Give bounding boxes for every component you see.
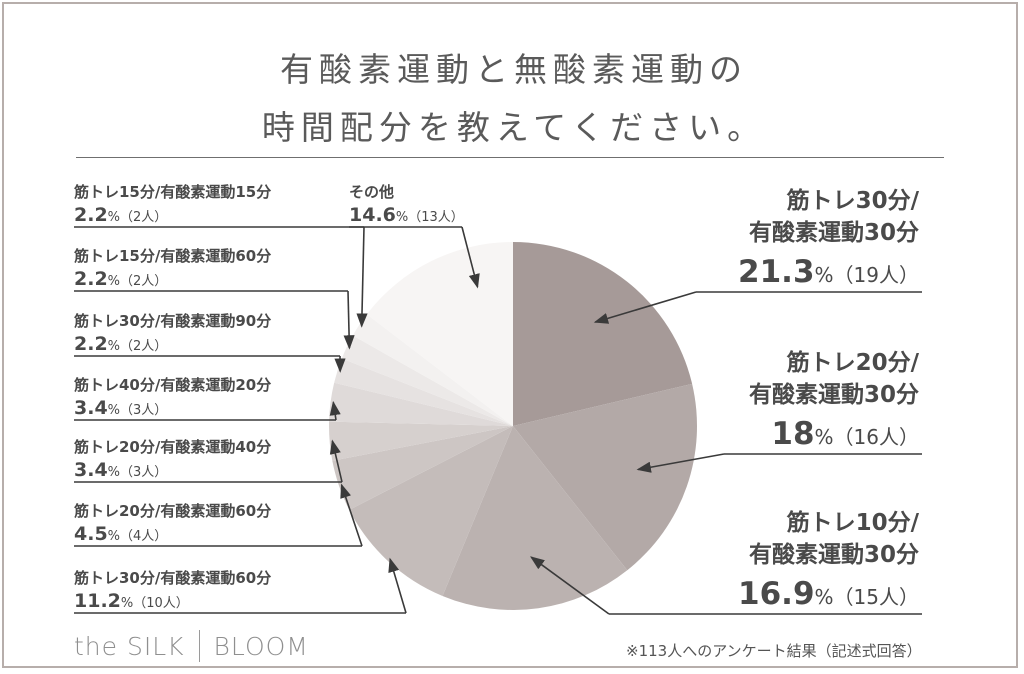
pie-slice [329, 382, 513, 426]
pie-chart: 筋トレ30分/有酸素運動30分 21.3%（19人） 筋トレ20分/有酸素運動30分… [73, 183, 922, 615]
slice-label-line2: 有酸素運動30分 [749, 381, 919, 408]
slice-value-label: 2.2%（2人） [74, 204, 167, 226]
slice-value-label: 14.6%（13人） [349, 204, 464, 226]
chart-title-line2: 時間配分を教えてください。 [261, 108, 767, 147]
pie-slice [332, 426, 513, 510]
leader-line [593, 291, 697, 324]
slice-label-line1: 筋トレ30分/ [787, 187, 920, 214]
slice-value-label: 21.3%（19人） [738, 254, 919, 290]
slice-label-line1: 筋トレ20分/ [787, 349, 920, 376]
slice-value-label: 18%（16人） [771, 416, 919, 452]
slice-value-label: 3.4%（3人） [74, 397, 167, 419]
slice-value-label: 3.4%（3人） [74, 459, 167, 481]
slice-label-line1: 筋トレ10分/ [787, 509, 920, 536]
pie-slice [341, 335, 513, 426]
slice-label: 筋トレ30分/有酸素運動90分 [73, 312, 271, 330]
slice-label: 筋トレ15分/有酸素運動60分 [73, 247, 271, 265]
leader-line [343, 290, 355, 350]
pie-slice [328, 421, 513, 461]
leader-line [329, 400, 341, 421]
pie-slice [513, 383, 698, 571]
slice-label: 筋トレ20分/有酸素運動40分 [73, 438, 271, 456]
pie-slice [334, 358, 513, 426]
slice-label: 筋トレ40分/有酸素運動20分 [73, 376, 271, 394]
slice-label: 筋トレ20分/有酸素運動60分 [73, 502, 271, 520]
leader-line [388, 557, 407, 614]
pie-slice [352, 314, 513, 426]
slice-label: 筋トレ30分/有酸素運動60分 [73, 569, 271, 587]
slice-label-line2: 有酸素運動30分 [749, 219, 919, 246]
brand-logo-part2: BLOOM [213, 632, 309, 661]
slice-value-label: 4.5%（4人） [74, 523, 167, 545]
slice-value-label: 2.2%（2人） [74, 268, 167, 290]
chart-title-line1: 有酸素運動と無酸素運動の [280, 50, 748, 89]
leader-line [530, 556, 610, 615]
pie-slice [513, 242, 693, 426]
slice-value-label: 16.9%（15人） [738, 576, 919, 612]
survey-footnote: ※113人へのアンケート結果（記述式回答） [626, 642, 922, 660]
leader-line [356, 226, 368, 328]
leader-line [340, 483, 363, 547]
slice-label: その他 [349, 183, 394, 201]
leader-line [329, 439, 343, 483]
slice-label: 筋トレ15分/有酸素運動15分 [73, 183, 271, 201]
brand-logo-part1: the SILK [74, 632, 185, 661]
slice-value-label: 2.2%（2人） [74, 333, 167, 355]
pie-slice [442, 426, 628, 611]
slice-value-label: 11.2%（10人） [74, 590, 189, 612]
leader-line [636, 453, 725, 473]
leader-line [461, 226, 480, 289]
brand-logo: the SILK BLOOM [74, 630, 309, 662]
brand-logo-divider [198, 630, 200, 662]
title-divider [76, 157, 944, 158]
slice-label-line2: 有酸素運動30分 [749, 541, 919, 568]
pie-slice [349, 426, 513, 596]
